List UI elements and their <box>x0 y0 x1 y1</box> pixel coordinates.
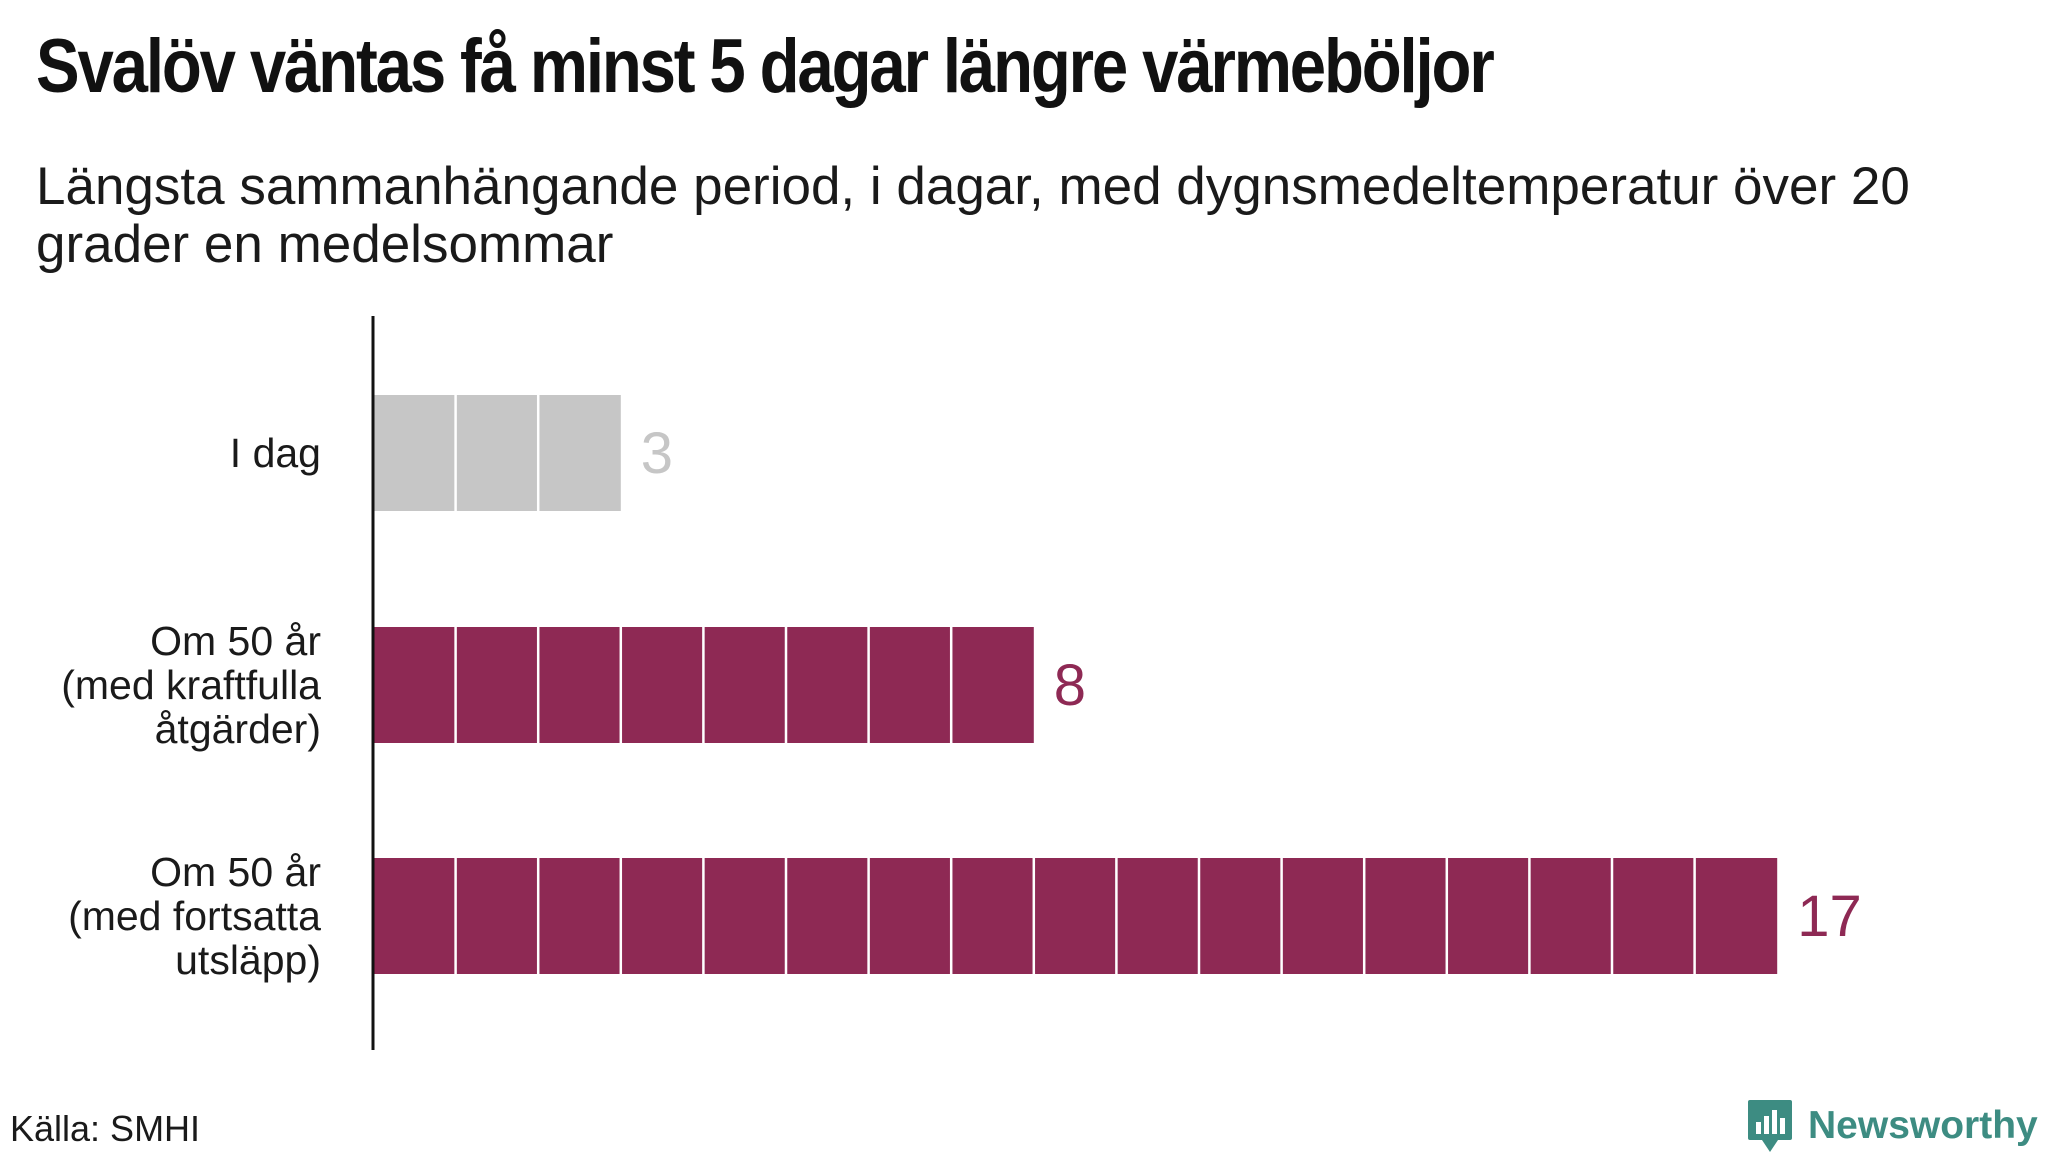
bar <box>373 395 621 511</box>
value-label: 8 <box>1054 653 1086 718</box>
category-label: Om 50 år <box>150 618 321 664</box>
bar-group: 3 I dag <box>230 395 673 511</box>
brand-logo: Newsworthy <box>1746 1096 2038 1156</box>
chart-title: Svalöv väntas få minst 5 dagar längre vä… <box>36 24 1495 109</box>
newsworthy-logo-icon <box>1748 1100 1792 1152</box>
bar <box>373 858 1778 974</box>
category-label: åtgärder) <box>155 706 321 752</box>
brand-name: Newsworthy <box>1808 1104 2038 1147</box>
source-note: Källa: SMHI <box>10 1108 201 1149</box>
category-label: utsläpp) <box>175 937 321 983</box>
category-label: Om 50 år <box>150 849 321 895</box>
value-label: 17 <box>1797 884 1862 949</box>
category-label: (med kraftfulla <box>61 662 321 708</box>
category-label: (med fortsatta <box>68 893 321 939</box>
value-label: 3 <box>641 421 673 486</box>
chart-subtitle: Längsta sammanhängande period, i dagar, … <box>36 157 1910 274</box>
category-label: I dag <box>230 430 321 476</box>
